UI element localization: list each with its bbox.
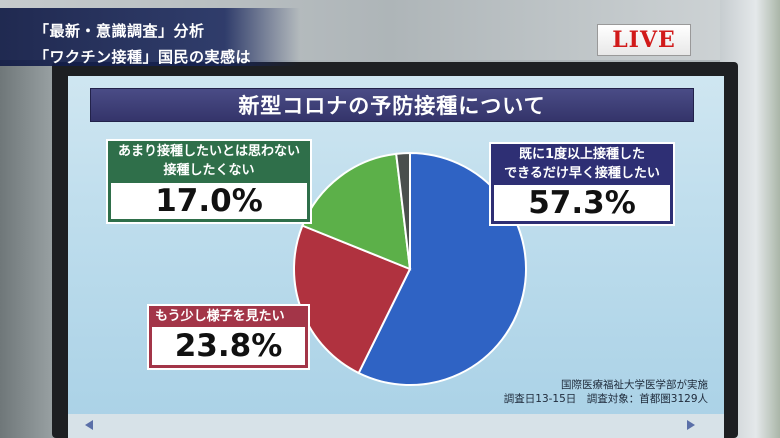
studio-background-left — [0, 60, 60, 438]
slice-label-wait-and-see: もう少し様子を見たい 23.8% — [147, 304, 310, 370]
chart-title: 新型コロナの予防接種について — [238, 94, 546, 118]
live-badge-text: LIVE — [612, 27, 676, 53]
news-headline-banner: 「最新・意識調査」分析 「ワクチン接種」国民の実感は — [0, 8, 300, 66]
pie-slice-other — [395, 151, 411, 270]
chevron-left-icon — [85, 420, 93, 430]
monitor-bottom-strip — [68, 414, 724, 438]
headline-line-2: 「ワクチン接種」国民の実感は — [34, 48, 252, 66]
slice-value-not-want: 17.0% — [111, 183, 307, 219]
slice-value-want-asap: 57.3% — [494, 185, 670, 221]
slice-label-want-asap-line1: 既に1度以上接種した — [518, 147, 646, 162]
slice-label-not-want-line1: あまり接種したいとは思わない — [117, 144, 300, 159]
slice-label-want-asap: 既に1度以上接種した できるだけ早く接種したい 57.3% — [489, 142, 675, 226]
slice-label-not-want-line2: 接種したくない — [163, 163, 255, 178]
source-line-1: 国際医療福祉大学医学部が実施 — [561, 379, 708, 391]
slice-label-want-asap-line2: できるだけ早く接種したい — [504, 166, 660, 181]
headline-line-1: 「最新・意識調査」分析 — [34, 22, 205, 40]
source-line-2: 調査日13-15日 調査対象：首都圏3129人 — [503, 393, 708, 405]
live-badge: LIVE — [597, 24, 691, 56]
chart-title-bar: 新型コロナの予防接種について — [90, 88, 694, 122]
slice-label-not-want: あまり接種したいとは思わない 接種したくない 17.0% — [106, 139, 312, 224]
slice-value-wait-and-see: 23.8% — [152, 327, 305, 365]
pie-slice-want-asap — [357, 151, 527, 386]
chevron-right-icon — [687, 420, 695, 430]
slice-label-wait-and-see-line1: もう少し様子を見たい — [155, 309, 285, 324]
